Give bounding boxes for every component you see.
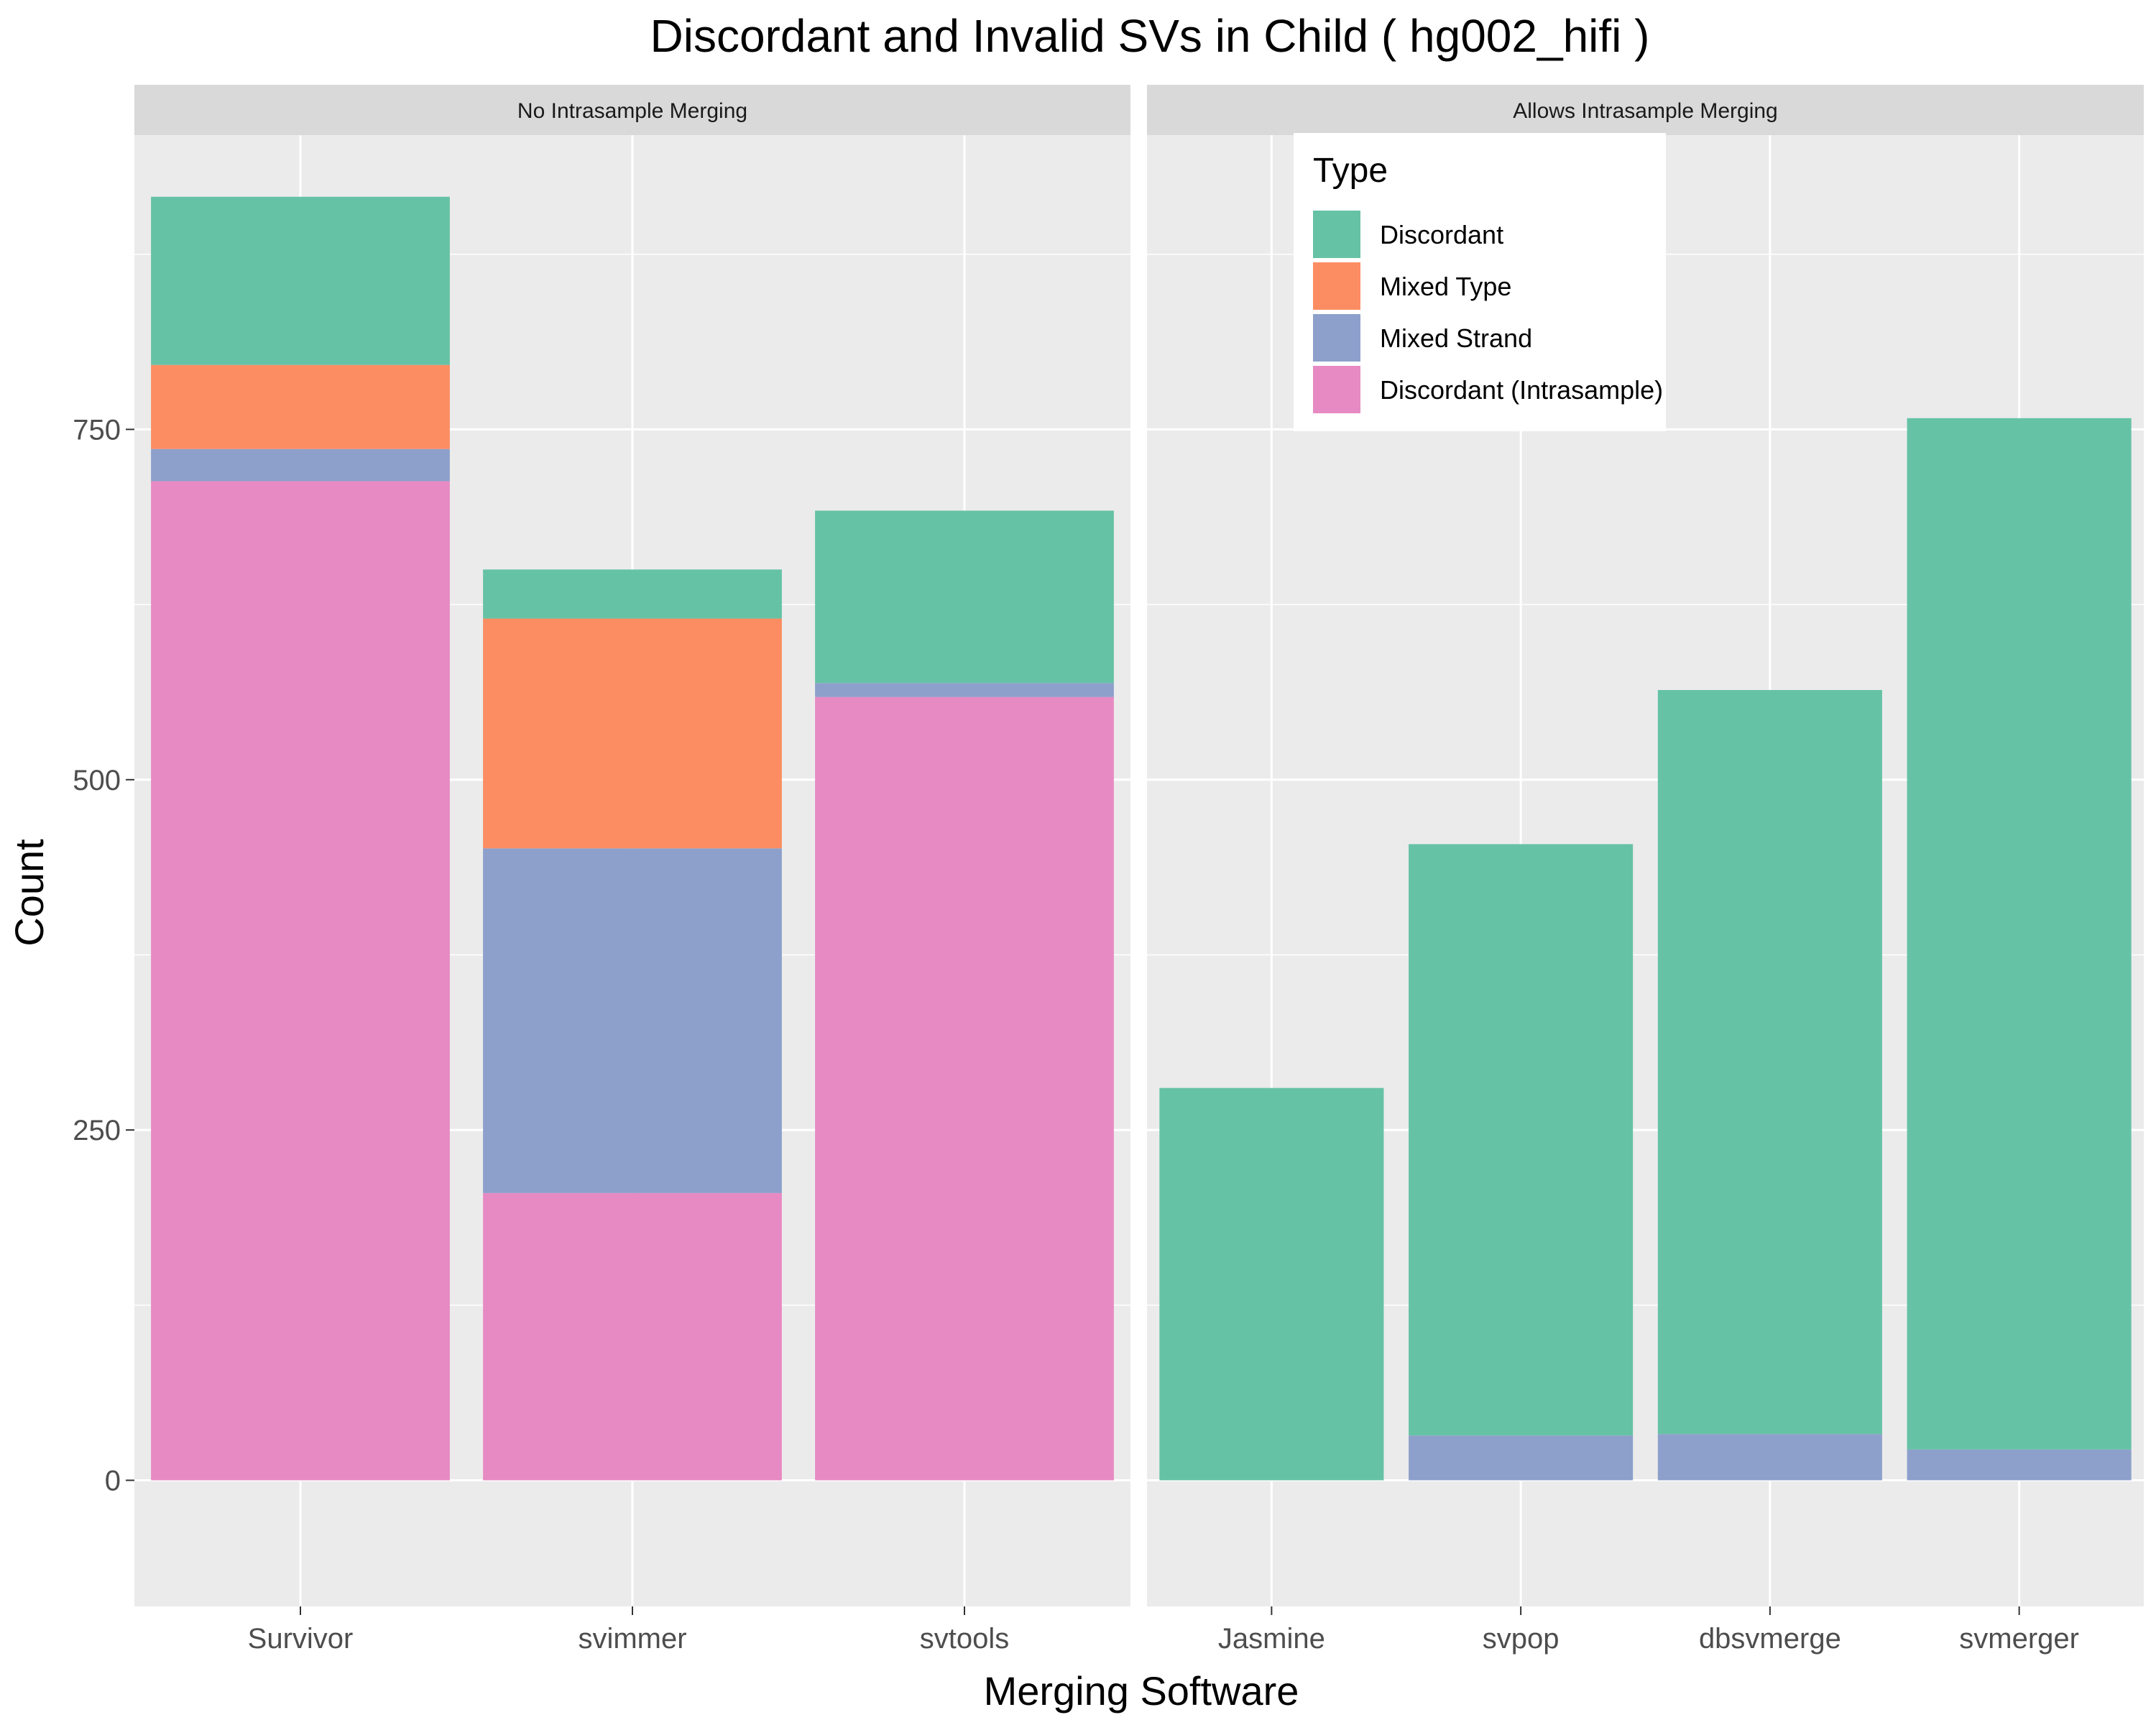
bar-dbsvmerge-discordant	[1657, 690, 1882, 1435]
bar-svmerger-mixed-strand	[1907, 1449, 2132, 1481]
bar-dbsvmerge-mixed-strand	[1657, 1434, 1882, 1481]
legend-key-mixed-strand	[1313, 314, 1360, 362]
bar-svimmer-discordant	[483, 569, 782, 619]
y-tick-label: 750	[73, 414, 121, 446]
legend-label-mixed-type: Mixed Type	[1380, 272, 1511, 301]
bar-survivor-mixed-type	[151, 364, 450, 449]
legend-title: Type	[1313, 152, 1388, 190]
y-tick-label: 250	[73, 1115, 121, 1146]
bar-svimmer-mixed-strand	[483, 848, 782, 1193]
legend-label-discordant: Discordant	[1380, 220, 1503, 249]
legend-key-discordant-intrasample	[1313, 366, 1360, 413]
y-tick-label: 500	[73, 765, 121, 796]
x-axis-title: Merging Software	[984, 1668, 1299, 1714]
plot-panels: No Intrasample Merging Survivor svimmer svt…	[134, 85, 2144, 1655]
x-tick-label: Jasmine	[1218, 1623, 1325, 1655]
legend: Type Discordant Mixed Type Mixed Strand Disc…	[1294, 133, 1666, 431]
bar-svtools-mixed-strand	[815, 683, 1114, 697]
facet-strip	[134, 85, 1130, 135]
chart-title: Discordant and Invalid SVs in Child ( hg…	[650, 10, 1650, 62]
facet-strip-label: Allows Intrasample Merging	[1513, 99, 1777, 123]
bar-svimmer-discordant-intrasample	[483, 1192, 782, 1481]
facet-strip	[1147, 85, 2144, 135]
y-axis-title: Count	[6, 839, 52, 947]
legend-label-mixed-strand: Mixed Strand	[1380, 323, 1532, 353]
y-axis: 0 250 500 750	[73, 414, 134, 1497]
y-tick-label: 0	[105, 1466, 121, 1497]
legend-key-discordant	[1313, 211, 1360, 258]
bar-survivor-discordant-intrasample	[151, 481, 450, 1481]
panel-no-intrasample-merging: No Intrasample Merging Survivor svimmer svt…	[134, 85, 1130, 1655]
bar-survivor-mixed-strand	[151, 448, 450, 482]
x-tick-label: svpop	[1483, 1623, 1560, 1655]
bar-svtools-discordant	[815, 510, 1114, 684]
x-tick-label: svmerger	[1959, 1623, 2079, 1655]
bar-survivor-discordant	[151, 196, 450, 365]
x-tick-label: svtools	[920, 1623, 1010, 1655]
bar-svimmer-mixed-type	[483, 618, 782, 849]
bar-jasmine-discordant	[1159, 1087, 1384, 1481]
x-tick-label: dbsvmerge	[1699, 1623, 1841, 1655]
bar-svmerger-discordant	[1907, 418, 2132, 1450]
facet-strip-label: No Intrasample Merging	[517, 99, 747, 123]
legend-label-discordant-intrasample: Discordant (Intrasample)	[1380, 375, 1663, 405]
bar-svpop-discordant	[1409, 844, 1634, 1436]
bar-svpop-mixed-strand	[1409, 1435, 1634, 1481]
bar-svtools-discordant-intrasample	[815, 696, 1114, 1481]
legend-key-mixed-type	[1313, 262, 1360, 310]
x-tick-label: svimmer	[578, 1623, 686, 1655]
x-tick-label: Survivor	[248, 1623, 354, 1655]
